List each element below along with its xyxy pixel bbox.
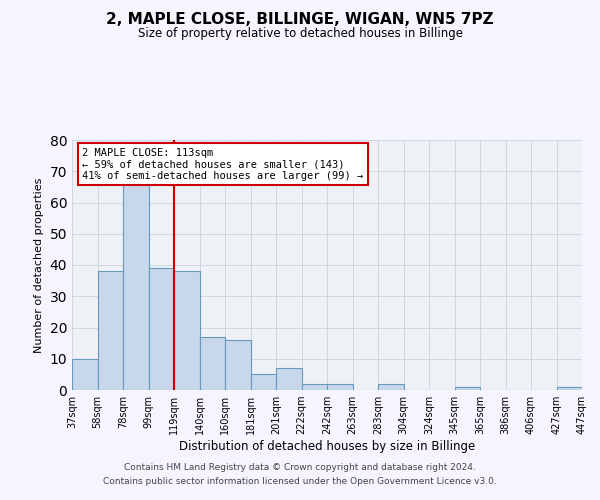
Bar xyxy=(97,271,123,390)
Bar xyxy=(225,340,251,390)
X-axis label: Distribution of detached houses by size in Billinge: Distribution of detached houses by size … xyxy=(179,440,475,453)
Bar xyxy=(123,184,149,390)
Text: Contains public sector information licensed under the Open Government Licence v3: Contains public sector information licen… xyxy=(103,477,497,486)
Bar xyxy=(378,384,404,390)
Text: Contains HM Land Registry data © Crown copyright and database right 2024.: Contains HM Land Registry data © Crown c… xyxy=(124,464,476,472)
Bar xyxy=(276,368,302,390)
Bar xyxy=(199,337,225,390)
Bar xyxy=(557,387,582,390)
Bar xyxy=(327,384,353,390)
Bar xyxy=(251,374,276,390)
Bar xyxy=(174,271,199,390)
Bar xyxy=(455,387,480,390)
Text: 2, MAPLE CLOSE, BILLINGE, WIGAN, WN5 7PZ: 2, MAPLE CLOSE, BILLINGE, WIGAN, WN5 7PZ xyxy=(106,12,494,28)
Bar xyxy=(149,268,174,390)
Bar xyxy=(72,359,97,390)
Bar xyxy=(302,384,327,390)
Text: Size of property relative to detached houses in Billinge: Size of property relative to detached ho… xyxy=(137,28,463,40)
Text: 2 MAPLE CLOSE: 113sqm
← 59% of detached houses are smaller (143)
41% of semi-det: 2 MAPLE CLOSE: 113sqm ← 59% of detached … xyxy=(82,148,364,180)
Y-axis label: Number of detached properties: Number of detached properties xyxy=(34,178,44,352)
